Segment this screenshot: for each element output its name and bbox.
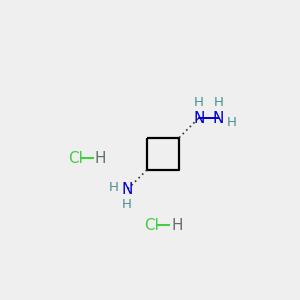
Text: Cl: Cl [145, 218, 159, 233]
Text: H: H [214, 97, 224, 110]
Text: H: H [227, 116, 237, 129]
Text: N: N [193, 110, 205, 125]
Text: N: N [213, 110, 224, 125]
Text: N: N [122, 182, 133, 197]
Text: Cl: Cl [68, 151, 83, 166]
Text: H: H [122, 198, 132, 211]
Text: H: H [194, 97, 204, 110]
Text: H: H [171, 218, 183, 233]
Text: H: H [95, 151, 106, 166]
Text: H: H [109, 181, 119, 194]
